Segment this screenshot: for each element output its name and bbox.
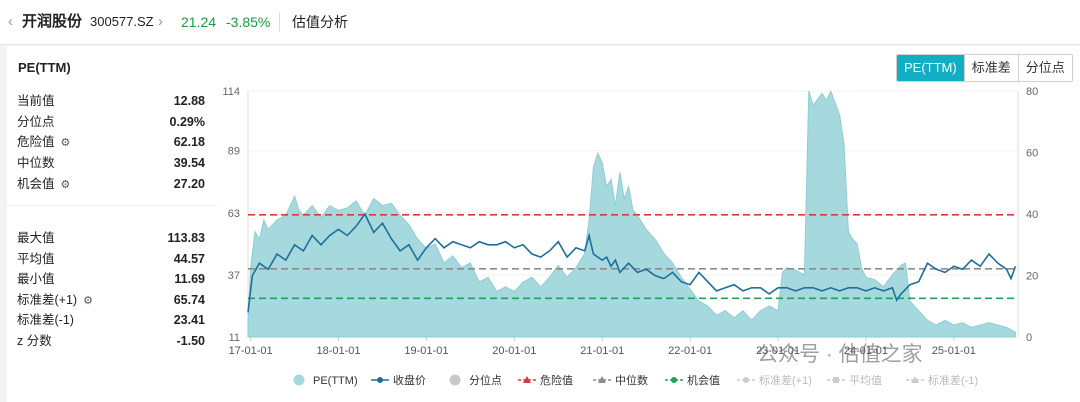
- stat-label: z 分数: [17, 334, 52, 348]
- chevron-left-icon[interactable]: ‹: [8, 13, 13, 30]
- x-tick-label: 23-01-01: [756, 345, 800, 357]
- stat-label: 当前值: [17, 94, 55, 108]
- x-tick-label: 20-01-01: [492, 345, 536, 357]
- legend-marker: [743, 377, 749, 383]
- y-left-tick-label: 114: [222, 86, 240, 98]
- stat-value: 0.29%: [169, 115, 205, 129]
- stat-percentile: 分位点 0.29%: [17, 112, 205, 132]
- gear-icon[interactable]: ⚙: [60, 179, 71, 191]
- x-tick-label: 25-01-01: [932, 345, 976, 357]
- legend-label: 平均值: [849, 374, 882, 387]
- gear-icon[interactable]: ⚙: [83, 295, 93, 307]
- stat-label: 标准差(+1): [17, 293, 78, 307]
- stat-std-minus: 标准差(-1) 23.41: [17, 310, 205, 330]
- stat-max: 最大值 113.83: [17, 228, 205, 248]
- top-bar: ‹ 开润股份 300577.SZ › 21.24 -3.85% 估值分析: [0, 0, 1080, 45]
- y-right-tick-label: 0: [1026, 332, 1032, 344]
- stat-z-score: z 分数 -1.50: [17, 331, 205, 351]
- stat-mean: 平均值 44.57: [17, 249, 205, 269]
- stat-value: 65.74: [173, 293, 205, 307]
- panel-title: PE(TTM): [18, 60, 71, 75]
- stat-label: 机会值: [17, 177, 55, 191]
- stat-min: 最小值 11.69: [17, 269, 205, 289]
- stat-label: 最大值: [17, 231, 55, 245]
- legend-marker: [449, 374, 461, 386]
- page-title: 估值分析: [292, 14, 348, 30]
- tab-percentile[interactable]: 分位点: [1017, 55, 1072, 81]
- stat-value: 62.18: [173, 135, 205, 149]
- stock-name: 开润股份: [22, 13, 83, 30]
- y-right-tick-label: 40: [1026, 209, 1038, 221]
- tab-std-dev[interactable]: 标准差: [963, 55, 1018, 81]
- y-left-tick-label: 89: [228, 146, 240, 158]
- legend-marker: [911, 376, 919, 383]
- stat-danger-value: 危险值 ⚙ 62.18: [17, 132, 205, 152]
- divider: [7, 205, 217, 206]
- stat-label: 分位点: [17, 115, 55, 129]
- y-left-tick-label: 11: [229, 332, 240, 344]
- legend-marker: [523, 376, 531, 383]
- legend-label: 危险值: [540, 373, 573, 387]
- x-tick-label: 21-01-01: [580, 345, 624, 357]
- legend-marker: [598, 376, 606, 383]
- stat-value: -1.50: [176, 334, 206, 348]
- stat-label: 平均值: [17, 252, 55, 266]
- x-tick-label: 18-01-01: [317, 345, 361, 357]
- watermark: 公众号 · 估值之家: [757, 343, 923, 366]
- x-tick-label: 22-01-01: [668, 345, 712, 357]
- stat-value: 12.88: [173, 94, 205, 108]
- legend-label: 标准差(+1): [759, 373, 812, 387]
- legend-label: 分位点: [469, 373, 502, 387]
- stat-value: 23.41: [173, 313, 205, 327]
- close-price-line: [247, 212, 1017, 313]
- legend-label: PE(TTM): [313, 375, 358, 387]
- stat-value: 39.54: [173, 156, 205, 170]
- legend-label: 收盘价: [393, 373, 426, 387]
- stat-value: 44.57: [173, 252, 205, 266]
- x-tick-label: 17-01-01: [229, 345, 273, 357]
- divider: [279, 12, 280, 32]
- stat-value: 113.83: [167, 231, 205, 245]
- stat-opportunity-value: 机会值 ⚙ 27.20: [17, 174, 205, 194]
- tab-pe-ttm[interactable]: PE(TTM): [897, 55, 964, 81]
- pe-chart: 11 37 63 89 114 0 20 40 60 80 17-01-01 18-01-01 19-0…: [222, 86, 1038, 387]
- stat-label: 中位数: [17, 156, 55, 170]
- stat-value: 27.20: [173, 177, 205, 191]
- stock-code: 300577.SZ: [90, 14, 154, 29]
- stat-label: 危险值: [17, 135, 55, 149]
- legend-label: 标准差(-1): [928, 373, 978, 387]
- gear-icon[interactable]: ⚙: [60, 137, 71, 149]
- y-right-tick-label: 20: [1026, 271, 1038, 283]
- legend-marker: [377, 377, 383, 383]
- legend-label: 中位数: [615, 373, 648, 387]
- x-tick-label: 24-01-01: [844, 345, 888, 357]
- legend-marker: [833, 377, 839, 383]
- metric-tabs: PE(TTM) 标准差 分位点: [896, 54, 1073, 82]
- legend-marker: [293, 374, 305, 386]
- price-change: -3.85%: [226, 14, 271, 30]
- y-left-tick-label: 37: [228, 270, 240, 282]
- y-left-tick-label: 63: [228, 208, 240, 220]
- y-right-tick-label: 60: [1026, 148, 1038, 160]
- stat-current-value: 当前值 12.88: [17, 91, 205, 111]
- x-tick-label: 19-01-01: [404, 345, 448, 357]
- chevron-right-icon[interactable]: ›: [158, 13, 163, 30]
- stat-value: 11.69: [174, 272, 205, 286]
- legend-marker: [671, 377, 677, 383]
- legend-label: 机会值: [687, 373, 720, 387]
- stat-label: 最小值: [17, 272, 55, 286]
- y-right-tick-label: 80: [1026, 86, 1038, 98]
- valuation-panel: PE(TTM) PE(TTM) 标准差 分位点 当前值 12.88 分位点 0.…: [7, 46, 1080, 402]
- stat-median: 中位数 39.54: [17, 153, 205, 173]
- stock-price: 21.24: [181, 14, 217, 30]
- stat-std-plus: 标准差(+1) ⚙ 65.74: [17, 290, 205, 310]
- stat-label: 标准差(-1): [17, 313, 74, 327]
